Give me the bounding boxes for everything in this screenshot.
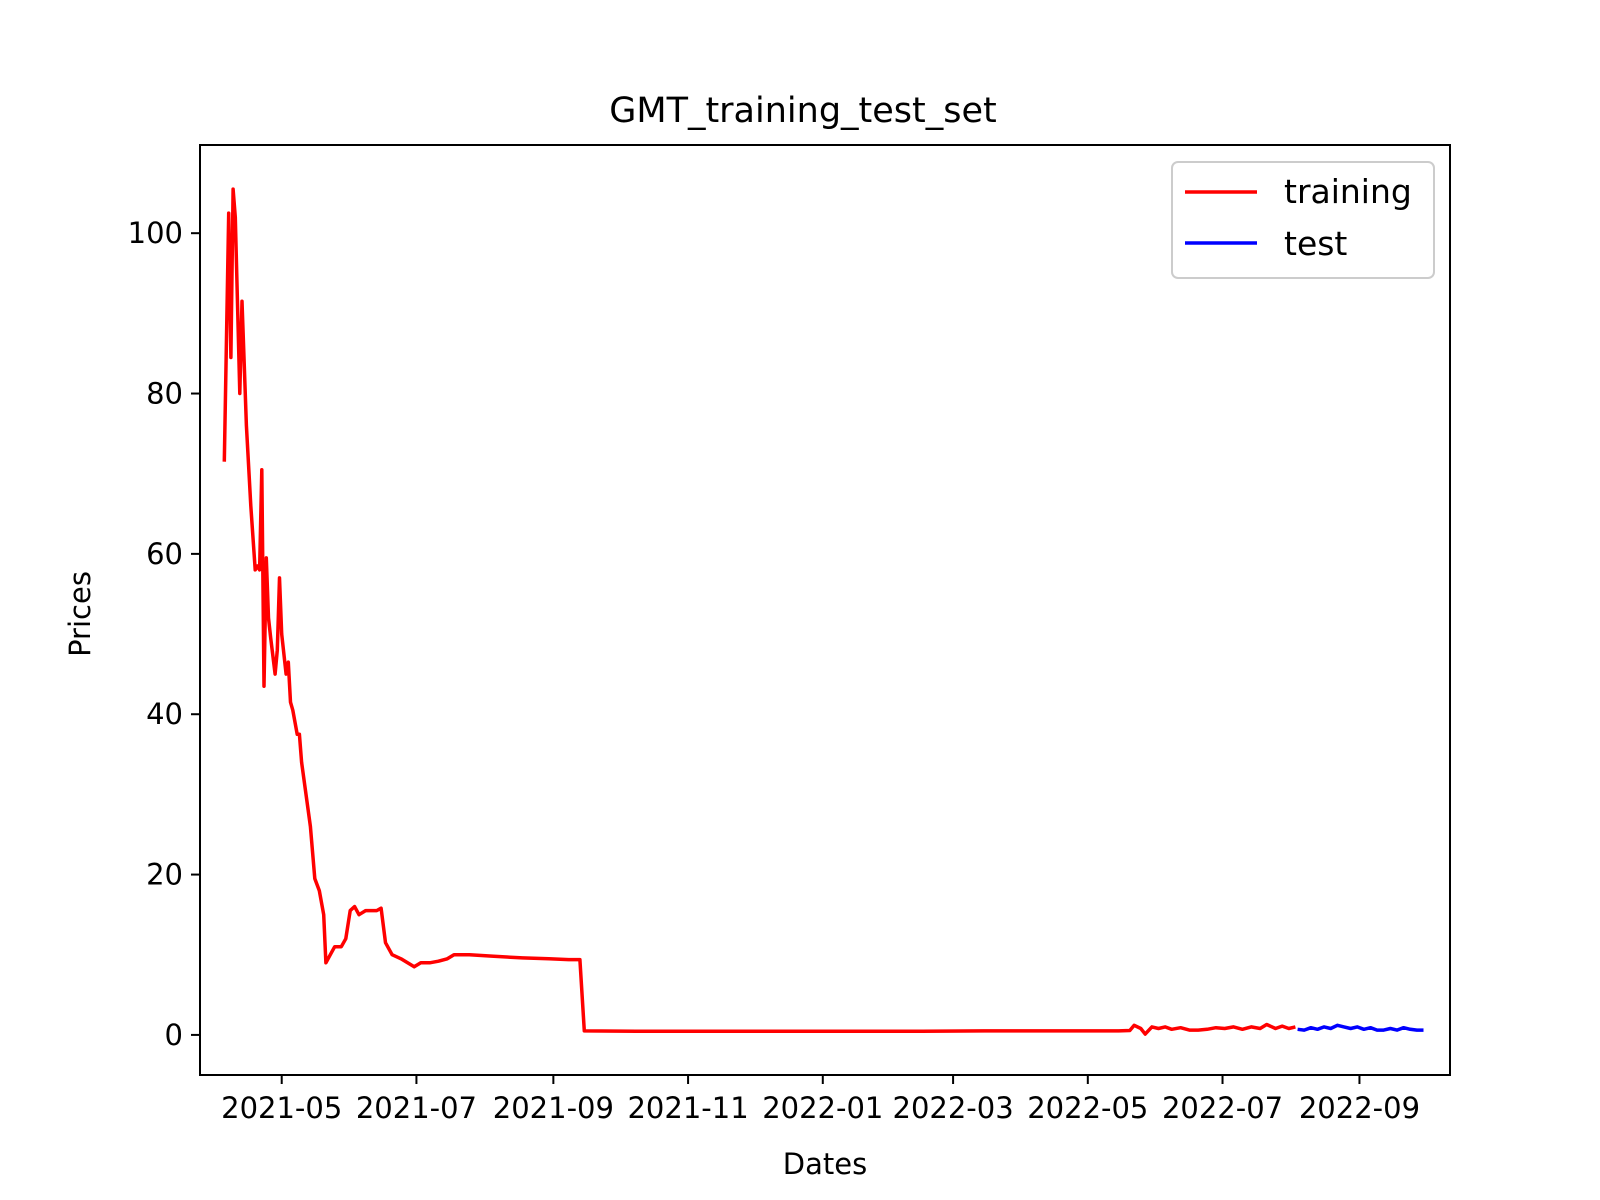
x-tick-label: 2022-07 — [1162, 1091, 1283, 1125]
x-tick-label: 2021-11 — [627, 1091, 748, 1125]
x-tick-label: 2022-03 — [893, 1091, 1014, 1125]
y-tick-label: 60 — [146, 537, 183, 571]
y-tick-label: 100 — [128, 216, 183, 250]
legend-label-test: test — [1284, 224, 1347, 263]
y-axis-label: Prices — [63, 571, 97, 657]
x-axis-label: Dates — [783, 1147, 867, 1181]
x-tick-label: 2021-05 — [221, 1091, 342, 1125]
chart-title: GMT_training_test_set — [609, 91, 997, 131]
y-axis: 0 20 40 60 80 100 — [128, 216, 200, 1052]
x-tick-label: 2022-09 — [1299, 1091, 1420, 1125]
x-tick-label: 2022-05 — [1027, 1091, 1148, 1125]
plot-area-frame — [199, 144, 1451, 1076]
y-tick-label: 40 — [146, 697, 183, 731]
y-tick-label: 80 — [146, 377, 183, 411]
series-line-test — [1297, 1023, 1424, 1032]
y-tick-label: 20 — [146, 858, 183, 892]
x-tick-label: 2021-07 — [356, 1091, 477, 1125]
legend: training test — [1171, 161, 1435, 279]
series-layer — [222, 187, 1424, 1036]
x-tick-label: 2022-01 — [762, 1091, 883, 1125]
x-axis: 2021-05 2021-07 2021-09 2021-11 2022-01 2022-… — [221, 1075, 1420, 1125]
series-line-training — [222, 187, 1296, 1036]
y-tick-label: 0 — [165, 1018, 183, 1052]
legend-label-training: training — [1284, 172, 1412, 211]
x-tick-label: 2021-09 — [493, 1091, 614, 1125]
